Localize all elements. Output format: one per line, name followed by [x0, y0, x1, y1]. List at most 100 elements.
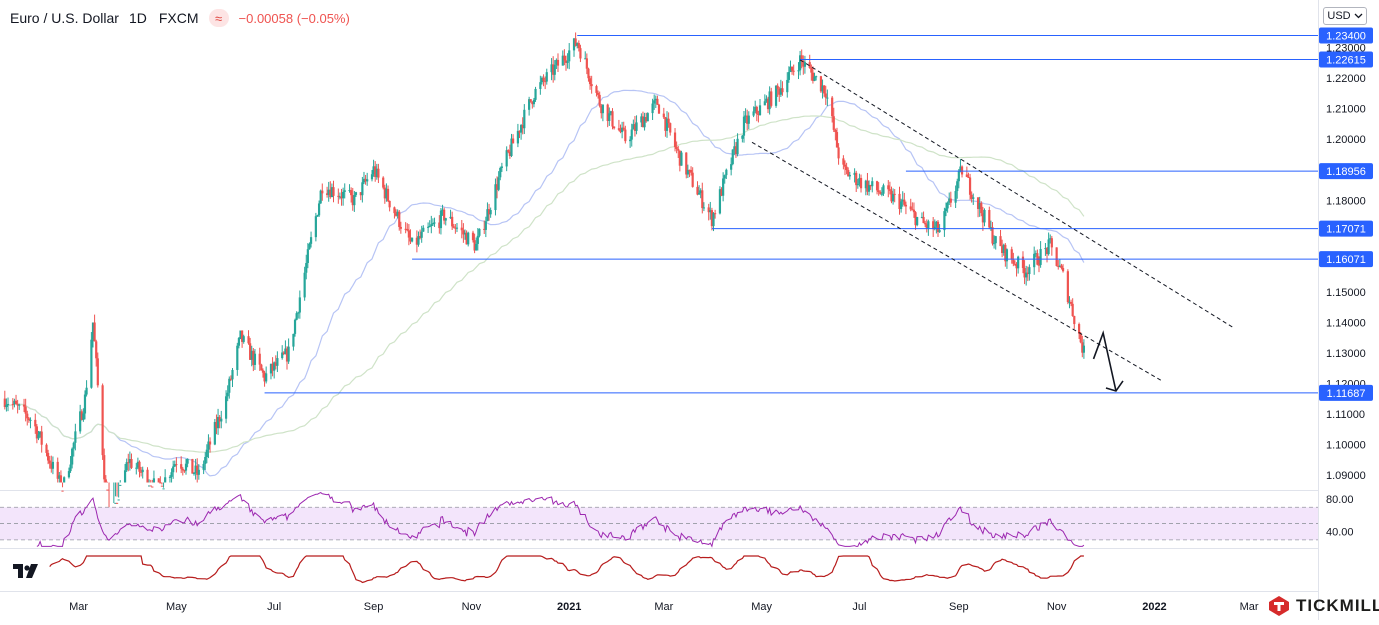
candle-body [585, 58, 588, 69]
channel-trendline[interactable] [751, 141, 1162, 381]
candle-body [709, 210, 712, 213]
candle-body [38, 431, 42, 435]
candle-body [606, 104, 609, 121]
candle-body [253, 353, 257, 365]
candle-body [731, 149, 734, 165]
candle-body [1047, 239, 1050, 255]
candle-body [803, 62, 807, 67]
candle-body [600, 105, 603, 114]
candle-body [67, 471, 71, 478]
candle-body [632, 124, 635, 130]
candle-body [139, 471, 143, 473]
candle-body [292, 333, 295, 347]
candle-body [832, 116, 835, 130]
candle-body [879, 192, 882, 194]
candle-body [374, 166, 377, 178]
candle-body [218, 417, 221, 422]
candle-body [1033, 253, 1036, 268]
candle-body [439, 210, 443, 229]
candle-body [507, 150, 510, 152]
candle-body [173, 464, 176, 467]
candle-body [563, 55, 566, 61]
candle-body [207, 441, 210, 450]
candle-body [1039, 248, 1042, 265]
candle-body [370, 174, 374, 180]
channel-trendline[interactable] [799, 59, 1235, 329]
candle-body [14, 400, 18, 404]
approx-icon[interactable]: ≈ [208, 9, 229, 27]
candle-body [911, 209, 914, 211]
candle-body [621, 127, 624, 133]
candle-body [815, 76, 818, 78]
candle-body [909, 206, 912, 210]
candle-body [653, 100, 656, 104]
candle-body [508, 151, 511, 156]
candle-body [34, 419, 37, 427]
projection-arrow[interactable] [1092, 330, 1117, 392]
candle-body [317, 203, 321, 216]
candle-body [1082, 345, 1086, 353]
candle-body [779, 88, 782, 95]
candle-body [1066, 271, 1069, 303]
candle-body [746, 115, 749, 124]
candle-body [970, 194, 973, 199]
candle-body [938, 230, 941, 233]
candle-body [800, 55, 803, 62]
tradingview-logo-icon[interactable] [12, 562, 40, 580]
candle-body [736, 138, 739, 155]
symbol-title[interactable]: Euro / U.S. Dollar [10, 10, 119, 26]
candle-body [1061, 267, 1065, 272]
candle-body [170, 472, 173, 477]
candle-body [321, 190, 324, 194]
price-level-tag [1319, 51, 1373, 68]
candle-body [26, 413, 29, 419]
candle-body [228, 378, 231, 393]
candle-body [404, 228, 407, 230]
candle-body [269, 363, 273, 374]
candle-body [151, 486, 154, 488]
candle-body [901, 199, 904, 202]
candle-body [236, 345, 239, 370]
candle-body [702, 207, 705, 209]
candle-body [343, 190, 346, 192]
candle-body [1044, 248, 1047, 250]
candle-body [757, 113, 760, 115]
candle-body [967, 176, 970, 178]
candle-body [117, 499, 120, 501]
candle-body [835, 132, 839, 148]
candle-body [617, 128, 621, 130]
candle-body [518, 130, 521, 133]
candle-body [624, 129, 627, 142]
candle-body [1013, 263, 1017, 265]
candle-body [608, 113, 611, 121]
candle-body [1001, 246, 1004, 254]
candle-body [303, 272, 306, 298]
candle-body [136, 461, 139, 468]
candle-body [29, 419, 32, 421]
candle-body [69, 464, 72, 472]
candle-body [276, 358, 279, 366]
candle-body [82, 413, 85, 420]
candle-body [912, 209, 916, 213]
interval-label[interactable]: 1D [128, 10, 147, 26]
candle-body [415, 237, 418, 245]
candle-body [348, 190, 351, 192]
candle-body [407, 230, 410, 238]
candle-body [337, 195, 340, 197]
candle-body [489, 210, 492, 215]
candle-body [665, 118, 669, 131]
candle-body [11, 403, 14, 405]
currency-select-button[interactable]: USD [1323, 7, 1367, 25]
candle-body [983, 210, 986, 223]
candle-body [83, 394, 87, 414]
candle-body [821, 85, 824, 92]
candle-body [691, 172, 694, 187]
candle-body [601, 104, 604, 114]
candle-body [181, 468, 184, 471]
candle-body [393, 207, 396, 214]
candle-body [790, 66, 794, 71]
candle-body [285, 348, 289, 362]
x-tick-label: 2022 [1142, 601, 1166, 613]
